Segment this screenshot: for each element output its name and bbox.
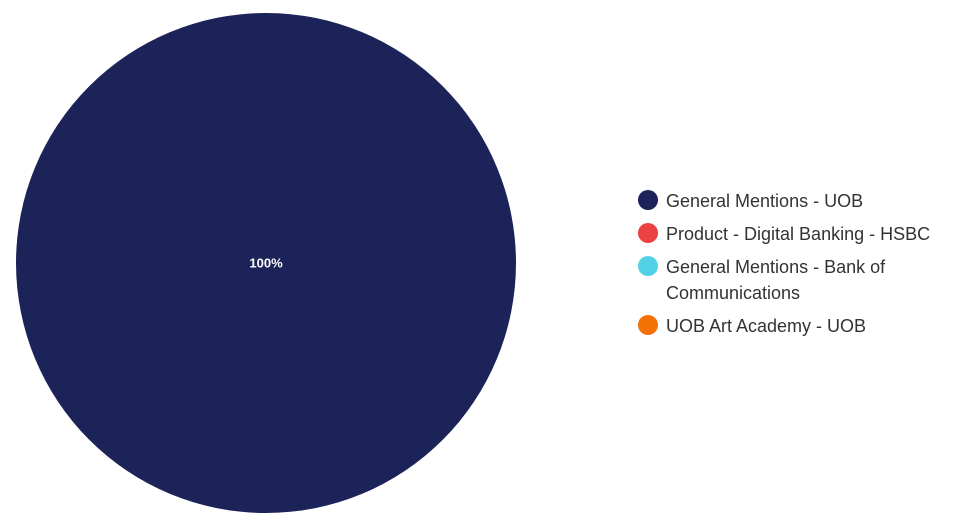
pie-chart: 100%	[16, 13, 516, 513]
legend-swatch-uob-art-academy-uob	[638, 315, 658, 335]
legend-item-product-digital-banking-hsbc[interactable]: Product - Digital Banking - HSBC	[638, 221, 955, 247]
chart-legend: General Mentions - UOB Product - Digital…	[638, 188, 955, 346]
legend-label: Product - Digital Banking - HSBC	[666, 224, 931, 244]
legend-item-general-mentions-uob[interactable]: General Mentions - UOB	[638, 188, 955, 214]
pie-slice-general-mentions-uob[interactable]	[16, 13, 516, 513]
legend-label: UOB Art Academy - UOB	[666, 316, 867, 336]
pie-slice-labels: 100%	[249, 256, 283, 271]
pie-slices	[16, 13, 516, 513]
pie-slice-label-general-mentions-uob: 100%	[249, 256, 283, 271]
legend-label: General Mentions - UOB	[666, 191, 864, 211]
legend-label: General Mentions - Bank of Communication…	[666, 257, 886, 303]
legend-swatch-product-digital-banking-hsbc	[638, 223, 658, 243]
legend-swatch-general-mentions-bank-of-communications	[638, 256, 658, 276]
legend-item-general-mentions-bank-of-communications[interactable]: General Mentions - Bank of Communication…	[638, 254, 955, 306]
legend-swatch-general-mentions-uob	[638, 190, 658, 210]
legend-item-uob-art-academy-uob[interactable]: UOB Art Academy - UOB	[638, 313, 955, 339]
